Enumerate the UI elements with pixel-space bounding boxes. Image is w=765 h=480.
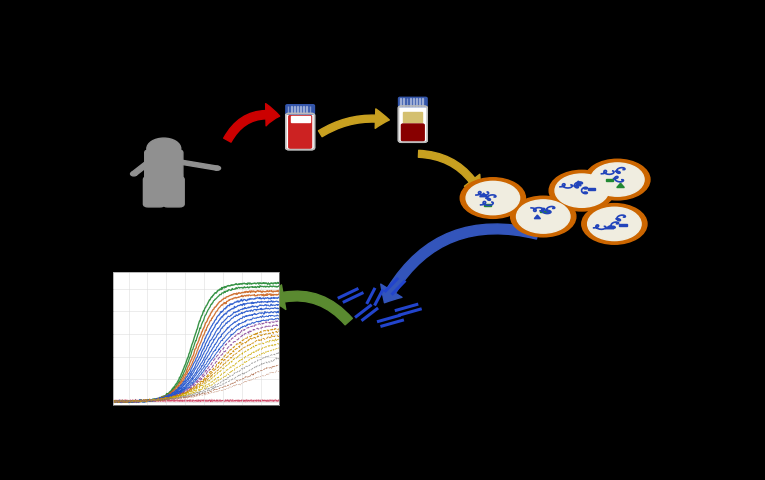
Polygon shape <box>617 183 624 188</box>
Circle shape <box>147 138 181 159</box>
FancyBboxPatch shape <box>399 97 427 107</box>
Bar <box>419 98 420 106</box>
Bar <box>540 211 548 212</box>
Circle shape <box>214 166 220 170</box>
Circle shape <box>511 196 576 237</box>
FancyBboxPatch shape <box>399 106 427 142</box>
Polygon shape <box>480 193 488 197</box>
Bar <box>310 106 311 113</box>
Bar <box>288 112 311 115</box>
Bar <box>416 98 417 106</box>
Polygon shape <box>575 181 581 186</box>
Circle shape <box>131 172 137 176</box>
Bar <box>422 98 423 106</box>
Bar <box>300 106 301 113</box>
Bar <box>410 98 411 106</box>
Circle shape <box>466 181 519 215</box>
Bar <box>619 224 627 226</box>
FancyBboxPatch shape <box>286 113 314 150</box>
Bar <box>484 204 491 206</box>
Circle shape <box>581 204 647 244</box>
Circle shape <box>588 207 641 240</box>
Bar <box>402 105 425 108</box>
FancyBboxPatch shape <box>163 177 184 207</box>
FancyBboxPatch shape <box>145 150 183 180</box>
Bar <box>606 180 613 181</box>
Bar <box>588 188 595 190</box>
Circle shape <box>555 174 608 207</box>
FancyBboxPatch shape <box>288 116 311 148</box>
FancyArrow shape <box>132 160 152 175</box>
Bar <box>403 108 422 115</box>
Circle shape <box>591 163 644 196</box>
FancyArrowPatch shape <box>223 104 280 142</box>
Bar <box>406 98 408 106</box>
Bar <box>403 112 422 121</box>
Bar <box>297 106 298 113</box>
FancyArrowPatch shape <box>418 150 480 192</box>
FancyArrow shape <box>177 160 218 170</box>
Circle shape <box>461 178 526 218</box>
FancyBboxPatch shape <box>143 177 164 207</box>
Circle shape <box>516 200 570 233</box>
Circle shape <box>549 170 614 211</box>
Bar <box>294 106 295 113</box>
FancyBboxPatch shape <box>402 124 425 141</box>
Circle shape <box>584 159 650 200</box>
Bar <box>400 98 401 106</box>
FancyArrowPatch shape <box>381 224 539 303</box>
Bar <box>307 106 308 113</box>
FancyBboxPatch shape <box>145 173 182 181</box>
Bar <box>291 116 310 122</box>
Polygon shape <box>534 215 540 219</box>
FancyBboxPatch shape <box>286 105 314 114</box>
FancyArrowPatch shape <box>270 285 353 325</box>
Polygon shape <box>605 226 614 229</box>
Bar <box>413 98 414 106</box>
Bar <box>303 106 304 113</box>
Bar <box>403 98 404 106</box>
FancyArrowPatch shape <box>318 109 389 137</box>
